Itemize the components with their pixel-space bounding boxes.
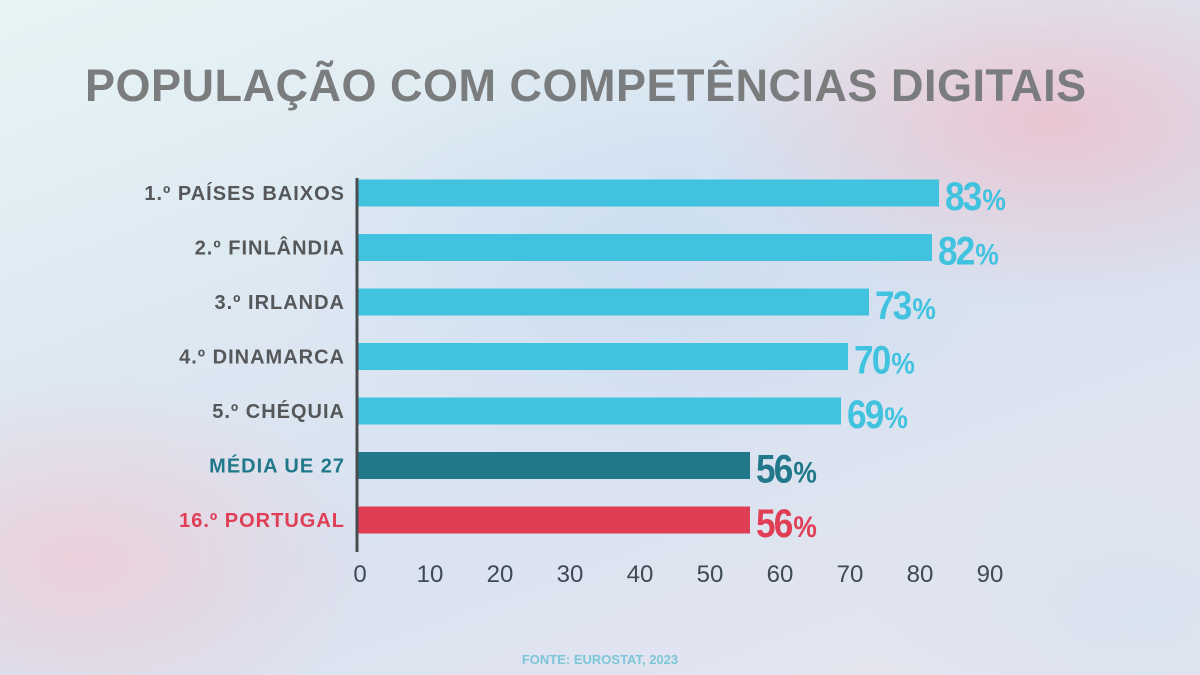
category-label: 5.º CHÉQUIA bbox=[212, 400, 345, 423]
bar bbox=[358, 397, 841, 425]
bar bbox=[358, 452, 750, 479]
x-tick-label: 50 bbox=[697, 561, 724, 588]
value-label: 56% bbox=[756, 446, 817, 491]
x-tick-label: 70 bbox=[837, 561, 864, 588]
value-label: 56% bbox=[756, 501, 817, 546]
x-tick-label: 10 bbox=[417, 561, 444, 588]
x-tick-label: 40 bbox=[627, 561, 654, 588]
category-label: 2.º FINLÂNDIA bbox=[195, 236, 345, 260]
bar bbox=[358, 179, 939, 207]
x-tick-label: 30 bbox=[557, 561, 584, 588]
bar bbox=[358, 506, 750, 534]
value-label: 82% bbox=[938, 228, 999, 273]
category-label: 4.º DINAMARCA bbox=[179, 347, 345, 369]
x-tick-label: 0 bbox=[353, 561, 366, 588]
value-label: 69% bbox=[847, 392, 908, 437]
category-label: 1.º PAÍSES BAIXOS bbox=[144, 182, 345, 205]
category-label: 16.º PORTUGAL bbox=[179, 510, 345, 532]
bar bbox=[358, 234, 932, 261]
bar bbox=[358, 288, 869, 316]
x-tick-label: 60 bbox=[767, 561, 794, 588]
value-label: 73% bbox=[875, 283, 936, 328]
x-tick-label: 80 bbox=[907, 561, 934, 588]
value-label: 83% bbox=[945, 174, 1006, 219]
bar bbox=[358, 343, 848, 370]
x-tick-label: 20 bbox=[487, 561, 514, 588]
value-label: 70% bbox=[854, 337, 915, 382]
category-label: MÉDIA UE 27 bbox=[209, 455, 345, 478]
source-note: FONTE: EUROSTAT, 2023 bbox=[521, 652, 679, 667]
chart-title: POPULAÇÃO COM COMPETÊNCIAS DIGITAIS bbox=[85, 60, 1087, 111]
category-label: 3.º IRLANDA bbox=[214, 292, 345, 314]
x-tick-label: 90 bbox=[977, 561, 1004, 588]
